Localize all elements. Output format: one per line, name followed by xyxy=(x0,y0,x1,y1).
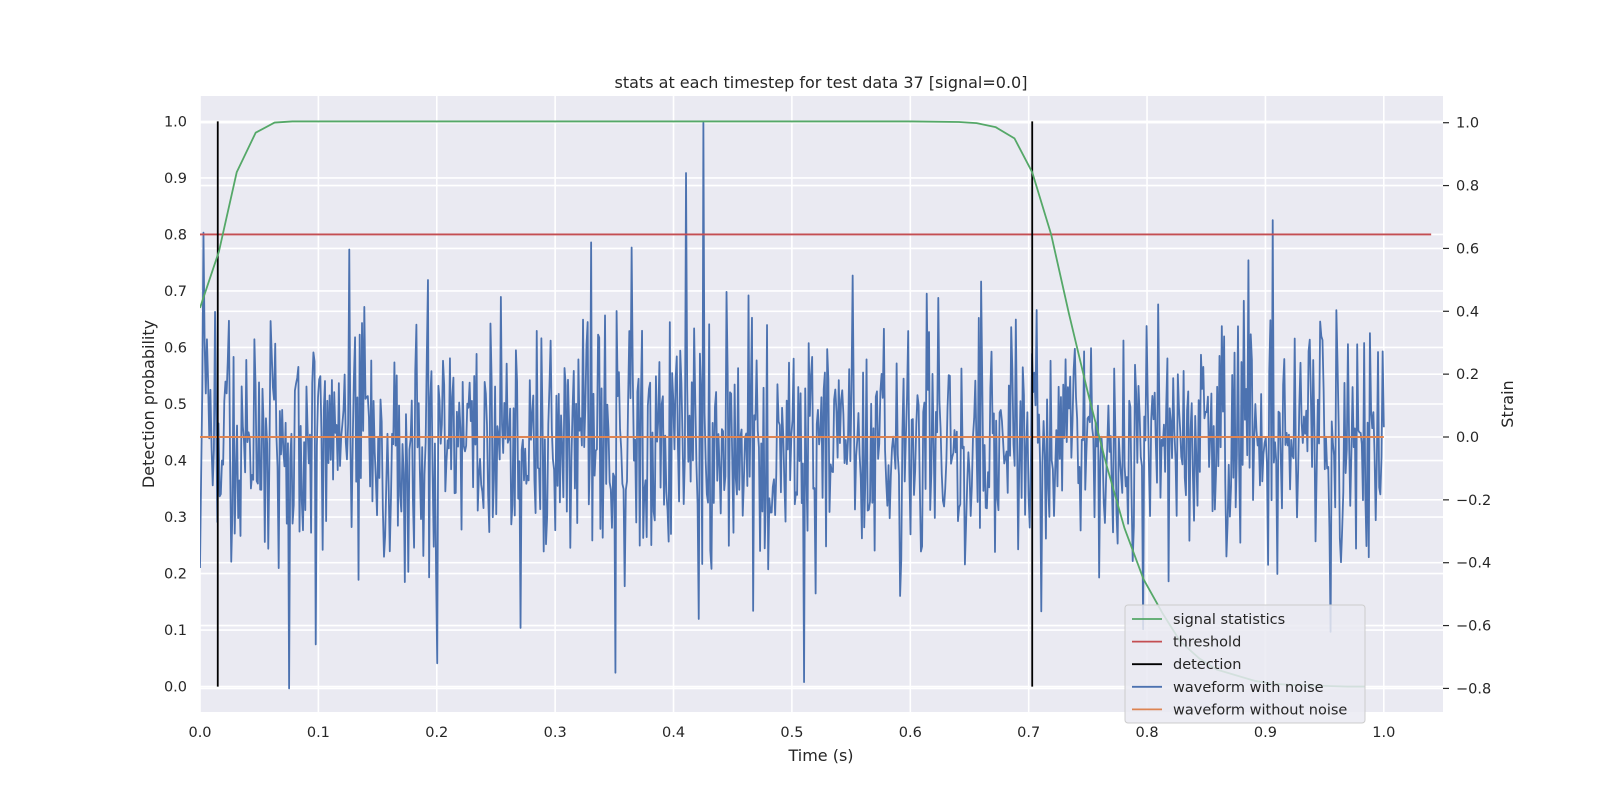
y-right-tick-label: −0.2 xyxy=(1456,493,1491,509)
y-left-tick-label: 0.3 xyxy=(164,510,187,526)
legend-label: waveform without noise xyxy=(1173,702,1347,718)
y-right-tick-label: 1.0 xyxy=(1456,116,1479,132)
plot-series xyxy=(200,120,1432,690)
y-left-tick-label: 0.4 xyxy=(164,454,187,470)
x-tick-label: 0.0 xyxy=(188,725,211,741)
y-left-tick-label: 0.9 xyxy=(164,171,187,187)
y-left-tick-label: 1.0 xyxy=(164,114,187,130)
legend: signal statistics threshold detection wavef… xyxy=(1124,604,1366,724)
y-left-tick-label: 0.2 xyxy=(164,567,187,583)
chart-title: stats at each timestep for test data 37 … xyxy=(615,73,1028,92)
y-left-tick-label: 0.5 xyxy=(164,397,187,413)
x-tick-label: 0.5 xyxy=(780,725,803,741)
x-tick-label: 0.2 xyxy=(425,725,448,741)
y-right-tick-label: 0.2 xyxy=(1456,367,1479,383)
y-axis-left-label: Detection probability xyxy=(139,320,158,488)
y-left-tick-label: 0.1 xyxy=(164,623,187,639)
x-axis-label: Time (s) xyxy=(787,746,853,765)
x-tick-label: 0.3 xyxy=(544,725,567,741)
y-left-tick-label: 0.6 xyxy=(164,340,187,356)
y-left-tick-label: 0.8 xyxy=(164,227,187,243)
y-right-tick-label: −0.8 xyxy=(1456,681,1491,697)
y-right-tick-label: 0.4 xyxy=(1456,304,1479,320)
x-tick-label: 0.7 xyxy=(1017,725,1040,741)
legend-box xyxy=(1124,604,1366,724)
x-tick-label: 0.1 xyxy=(307,725,330,741)
x-tick-label: 0.4 xyxy=(662,725,685,741)
x-tick-label: 0.6 xyxy=(899,725,922,741)
y-right-tick-label: 0.6 xyxy=(1456,241,1479,257)
y-axis-right: 1.0 0.8 0.6 0.4 0.2 0.0 −0.2 −0.4 −0.6 −0.8 xyxy=(1443,116,1491,697)
x-tick-label: 0.8 xyxy=(1136,725,1159,741)
y-axis-left: 0.0 0.1 0.2 0.3 0.4 0.5 0.6 0.7 0.8 0.9 1.0 xyxy=(164,114,187,695)
legend-label: signal statistics xyxy=(1173,612,1285,628)
x-tick-label: 1.0 xyxy=(1372,725,1395,741)
legend-label: detection xyxy=(1173,657,1241,673)
y-right-tick-label: −0.4 xyxy=(1456,556,1491,572)
legend-label: threshold xyxy=(1173,635,1241,651)
x-axis: 0.0 0.1 0.2 0.3 0.4 0.5 0.6 0.7 0.8 0.9 1.0 xyxy=(188,725,1395,741)
y-axis-right-label: Strain xyxy=(1498,380,1517,427)
y-right-tick-label: 0.0 xyxy=(1456,430,1479,446)
x-tick-label: 0.9 xyxy=(1254,725,1277,741)
legend-label: waveform with noise xyxy=(1173,680,1324,696)
y-left-tick-label: 0.0 xyxy=(164,680,187,696)
y-right-tick-label: 0.8 xyxy=(1456,179,1479,195)
series-waveform-with-noise xyxy=(200,121,1385,690)
y-right-tick-label: −0.6 xyxy=(1456,619,1491,635)
y-left-tick-label: 0.7 xyxy=(164,284,187,300)
